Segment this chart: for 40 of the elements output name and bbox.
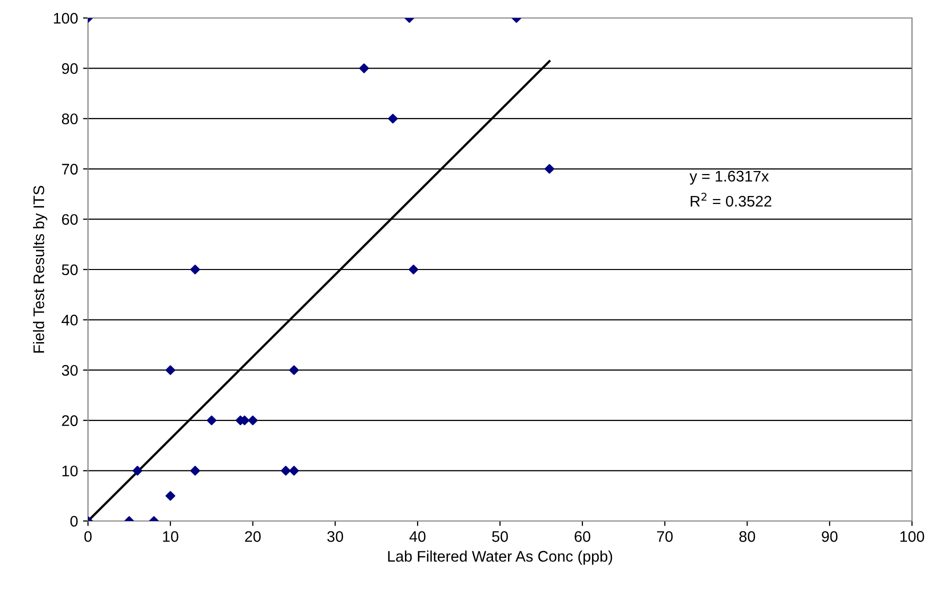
point [206,416,216,426]
y-tick-label: 10 [62,466,78,476]
point [544,164,554,174]
point [388,114,398,124]
point [132,466,142,476]
y-tick-label: 60 [62,214,78,225]
point [248,416,258,426]
point [408,264,418,274]
x-tick-label: 20 [245,531,261,542]
y-tick-label: 0 [70,516,78,527]
x-tick-label: 30 [327,531,344,542]
y-tick-label: 70 [62,164,78,175]
point [289,466,299,476]
annotation: R$^{2}$ = 0.3522 [690,192,772,207]
x-tick-label: 60 [574,531,590,542]
point [190,466,200,476]
x-tick-label: 90 [822,531,838,542]
y-tick-label: 30 [62,364,78,376]
point [280,466,291,476]
x-tick-label: 0 [84,531,92,542]
point [359,63,369,74]
y-tick-label: 80 [62,113,78,124]
x-tick-label: 50 [492,531,508,542]
y-tick-label: 20 [62,415,78,426]
y-tick-label: 90 [62,63,78,74]
x-tick-label: 70 [657,531,673,542]
x-tick-label: 40 [409,531,426,542]
point [289,365,299,375]
y-tick-label: 50 [62,264,78,276]
y-tick-label: 100 [54,12,78,24]
x-tick-label: 100 [900,531,924,542]
point [166,490,176,501]
y-axis-title: Field Test Results by ITS [32,186,48,353]
x-axis-title: Lab Filtered Water As Conc (ppb) [388,550,612,565]
annotation: y = 1.6317x [690,170,769,185]
y-tick-label: 40 [62,314,78,326]
x-tick-label: 80 [739,531,756,542]
point [166,365,176,375]
x-tick-label: 10 [163,531,178,542]
point [190,264,200,274]
